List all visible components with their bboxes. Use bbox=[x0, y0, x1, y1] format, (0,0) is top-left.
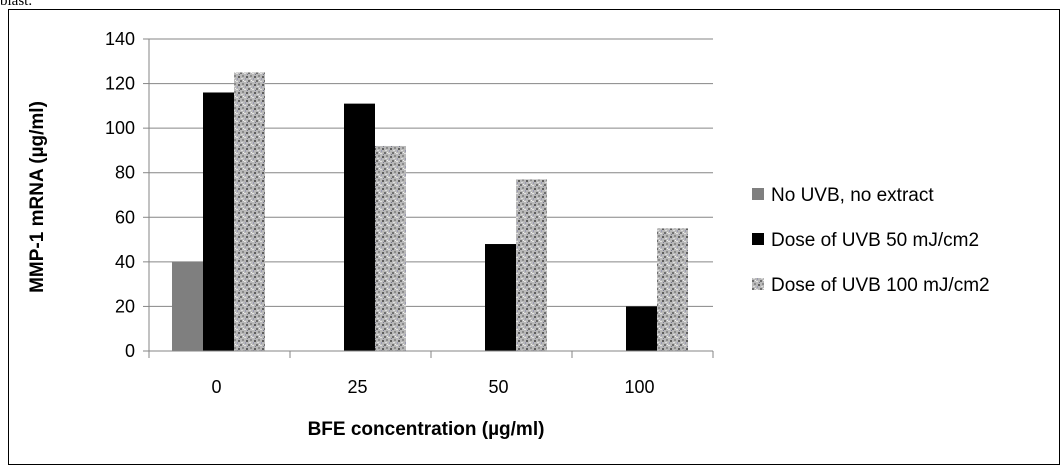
top-caption: blast. bbox=[0, 0, 33, 9]
bar-2-2 bbox=[516, 179, 547, 351]
legend-swatch-0 bbox=[752, 188, 764, 200]
x-tick-label: 100 bbox=[624, 377, 654, 397]
y-tick-label: 20 bbox=[115, 296, 135, 316]
legend-swatch-1 bbox=[752, 233, 764, 245]
x-axis-title: BFE concentration (µg/ml) bbox=[308, 419, 545, 440]
y-tick-label: 60 bbox=[115, 207, 135, 227]
x-tick-label: 25 bbox=[347, 377, 367, 397]
bar-2-3 bbox=[657, 228, 688, 351]
y-tick-label: 80 bbox=[115, 163, 135, 183]
y-tick-label: 0 bbox=[125, 341, 135, 361]
chart-frame bbox=[8, 9, 1060, 465]
y-tick-label: 120 bbox=[105, 74, 135, 94]
y-tick-label: 40 bbox=[115, 252, 135, 272]
bar-2-0 bbox=[234, 72, 265, 351]
bar-2-1 bbox=[375, 145, 406, 351]
legend-swatch-2 bbox=[752, 278, 764, 290]
x-tick-label: 0 bbox=[211, 377, 221, 397]
y-tick-label: 140 bbox=[105, 29, 135, 49]
x-tick-label: 50 bbox=[488, 377, 508, 397]
y-axis-title: MMP-1 mRNA (µg/ml) bbox=[27, 101, 48, 293]
legend-label-1: Dose of UVB 50 mJ/cm2 bbox=[771, 230, 979, 251]
legend-label-0: No UVB, no extract bbox=[771, 185, 934, 206]
legend-label-2: Dose of UVB 100 mJ/cm2 bbox=[771, 275, 990, 296]
bar-1-2 bbox=[485, 244, 516, 351]
bar-1-1 bbox=[344, 103, 375, 351]
bar-0-0 bbox=[172, 261, 203, 351]
bar-1-3 bbox=[626, 306, 657, 351]
bar-1-0 bbox=[203, 92, 234, 351]
y-tick-label: 100 bbox=[105, 118, 135, 138]
